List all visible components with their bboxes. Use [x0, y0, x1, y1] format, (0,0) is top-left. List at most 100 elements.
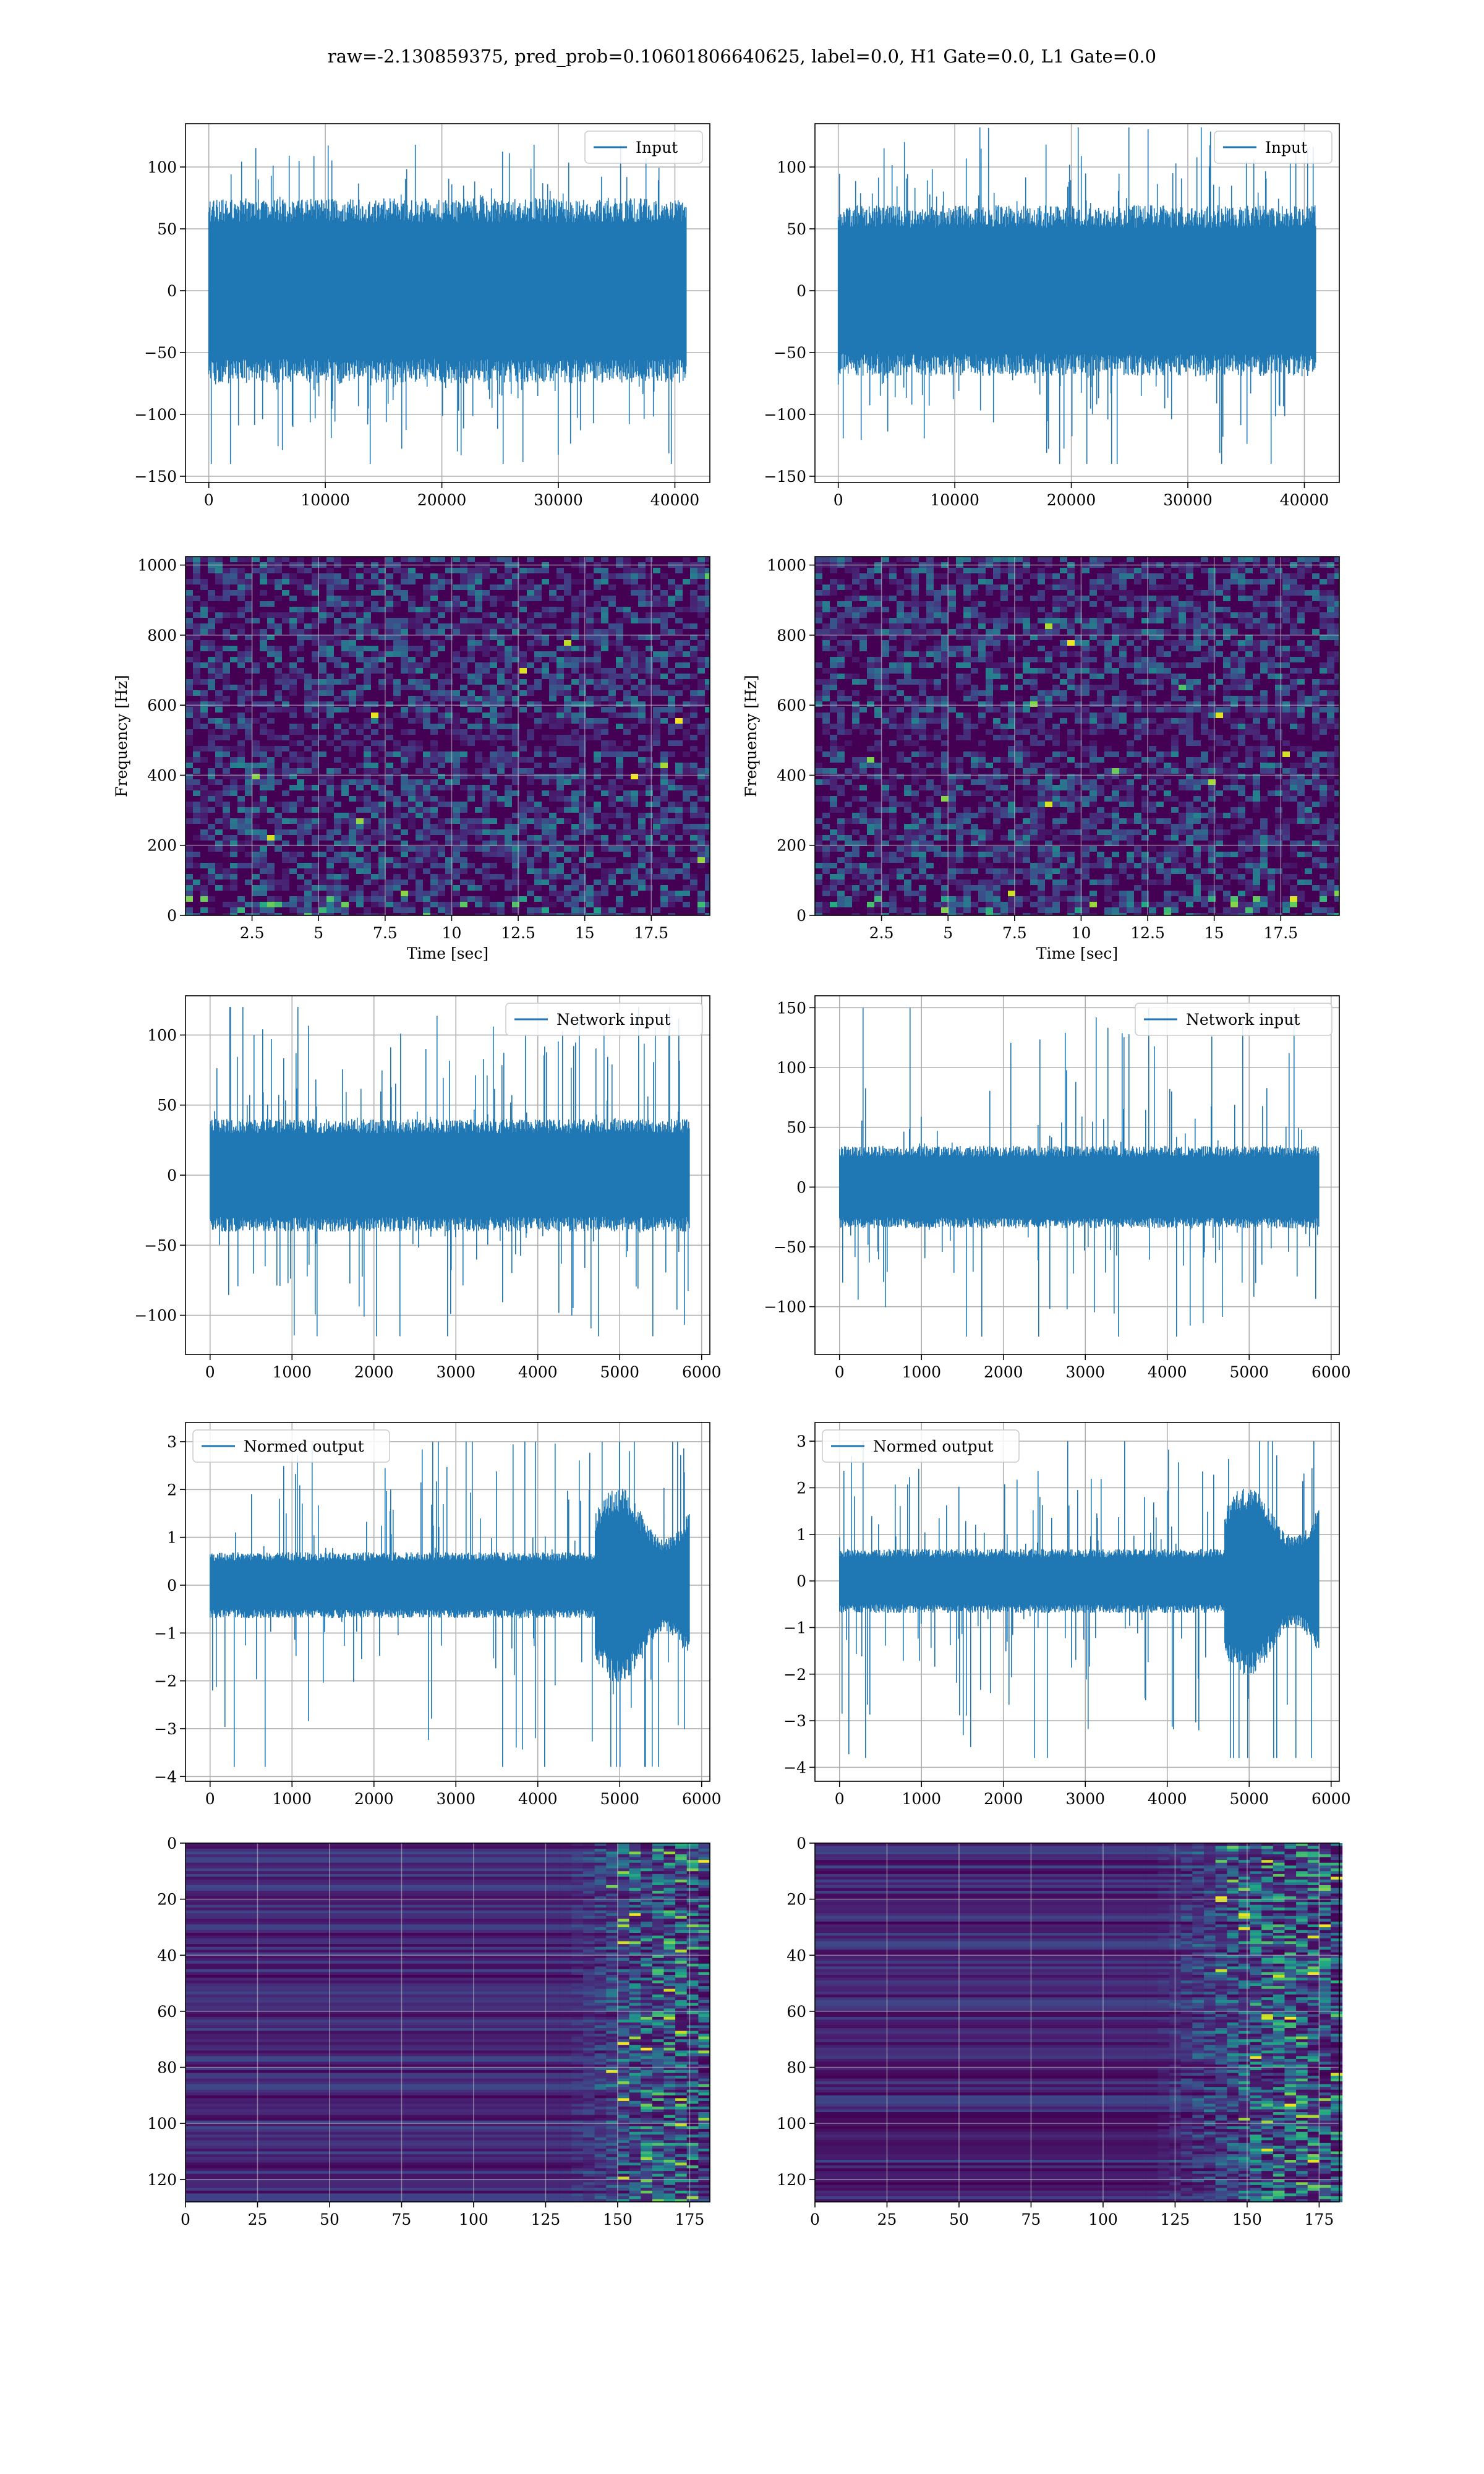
heatmap-cell — [1052, 790, 1060, 796]
heatmap-cell — [889, 807, 897, 813]
heatmap-cell — [393, 796, 401, 802]
heatmap-cell — [1171, 618, 1179, 623]
heatmap-cell — [1164, 835, 1171, 841]
heatmap-cell — [267, 651, 275, 657]
heatmap-cell — [386, 635, 393, 640]
heatmap-cell — [208, 674, 215, 679]
heatmap-cell — [690, 885, 697, 891]
heatmap-cell — [460, 623, 467, 629]
heatmap-cell — [1193, 618, 1201, 623]
heatmap-cell — [364, 818, 371, 824]
heatmap-cell — [505, 880, 512, 885]
heatmap-cell — [304, 880, 312, 885]
heatmap-cell — [1164, 668, 1171, 674]
heatmap-cell — [1230, 807, 1238, 813]
heatmap-cell — [505, 557, 512, 562]
heatmap-cell — [312, 735, 319, 740]
heatmap-cell — [1179, 679, 1186, 685]
heatmap-cell — [1282, 635, 1290, 640]
heatmap-cell — [208, 685, 215, 690]
heatmap-cell — [1253, 729, 1260, 735]
heatmap-cell — [1067, 729, 1075, 735]
heatmap-cell — [319, 690, 326, 696]
heatmap-cell — [571, 846, 579, 852]
heatmap-cell — [1156, 607, 1164, 612]
heatmap-cell — [1104, 662, 1112, 668]
heatmap-cell — [926, 590, 934, 596]
heatmap-cell — [1097, 573, 1104, 579]
heatmap-cell — [282, 696, 289, 701]
heatmap-cell — [660, 768, 668, 774]
heatmap-cell — [1149, 763, 1156, 768]
heatmap-cell — [378, 790, 386, 796]
heatmap-cell — [971, 629, 978, 635]
heatmap-cell — [1082, 746, 1090, 751]
heatmap-cell — [623, 696, 631, 701]
heatmap-cell — [564, 646, 571, 651]
heatmap-cell — [919, 785, 926, 790]
heatmap-cell — [267, 612, 275, 618]
heatmap-cell — [882, 674, 889, 679]
heatmap-cell — [200, 623, 208, 629]
heatmap-cell — [608, 674, 616, 679]
spectrogram-heatmap — [815, 557, 1339, 915]
heatmap-cell — [445, 690, 453, 696]
heatmap-cell — [215, 662, 223, 668]
heatmap-cell — [822, 846, 830, 852]
heatmap-cell — [356, 685, 364, 690]
heatmap-cell — [1208, 707, 1216, 713]
heatmap-cell — [675, 868, 683, 874]
heatmap-cell — [668, 646, 675, 651]
heatmap-cell — [438, 885, 445, 891]
heatmap-cell — [949, 596, 956, 601]
heatmap-cell — [1038, 807, 1045, 813]
heatmap-cell — [512, 846, 519, 852]
heatmap-cell — [401, 640, 408, 646]
heatmap-cell — [1045, 779, 1052, 785]
heatmap-cell — [223, 596, 230, 601]
heatmap-cell — [549, 674, 556, 679]
heatmap-cell — [1082, 596, 1090, 601]
heatmap-cell — [1282, 657, 1290, 662]
heatmap-cell — [193, 690, 200, 696]
heatmap-cell — [416, 885, 423, 891]
heatmap-cell — [867, 596, 874, 601]
heatmap-cell — [482, 590, 490, 596]
heatmap-cell — [564, 796, 571, 802]
heatmap-cell — [1104, 779, 1112, 785]
heatmap-cell — [534, 835, 542, 841]
heatmap-cell — [304, 690, 312, 696]
heatmap-cell — [993, 757, 1000, 763]
heatmap-cell — [579, 785, 586, 790]
heatmap-cell — [416, 713, 423, 718]
heatmap-cell — [668, 579, 675, 584]
heatmap-cell — [852, 579, 859, 584]
heatmap-cell — [653, 612, 660, 618]
heatmap-cell — [497, 713, 505, 718]
heatmap-cell — [534, 651, 542, 657]
heatmap-cell — [705, 662, 710, 668]
heatmap-cell — [941, 646, 949, 651]
heatmap-cell — [1282, 601, 1290, 607]
heatmap-cell — [1193, 679, 1201, 685]
heatmap-cell — [1327, 724, 1334, 729]
heatmap-cell — [1238, 679, 1245, 685]
heatmap-cell — [845, 651, 852, 657]
heatmap-cell — [430, 902, 438, 907]
heatmap-cell — [1312, 607, 1320, 612]
heatmap-cell — [289, 724, 297, 729]
heatmap-cell — [519, 623, 527, 629]
heatmap-cell — [1305, 651, 1312, 657]
heatmap-cell — [608, 573, 616, 579]
heatmap-cell — [1127, 835, 1134, 841]
heatmap-cell — [1186, 584, 1193, 590]
heatmap-cell — [408, 874, 416, 880]
heatmap-cell — [1038, 818, 1045, 824]
heatmap-cell — [223, 612, 230, 618]
heatmap-cell — [1238, 568, 1245, 573]
heatmap-cell — [416, 802, 423, 807]
heatmap-cell — [631, 868, 638, 874]
heatmap-cell — [289, 674, 297, 679]
heatmap-cell — [889, 718, 897, 724]
heatmap-cell — [312, 651, 319, 657]
